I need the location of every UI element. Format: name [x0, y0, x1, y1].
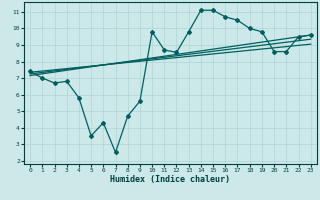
- X-axis label: Humidex (Indice chaleur): Humidex (Indice chaleur): [110, 175, 230, 184]
